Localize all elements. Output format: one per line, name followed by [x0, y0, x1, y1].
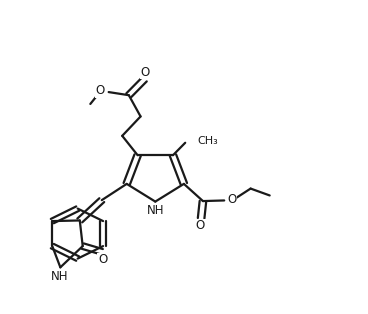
- Text: O: O: [228, 193, 237, 206]
- Text: O: O: [140, 66, 149, 78]
- Text: NH: NH: [147, 204, 165, 217]
- Text: O: O: [98, 253, 107, 266]
- Text: O: O: [196, 219, 205, 232]
- Text: O: O: [95, 84, 105, 97]
- Text: CH₃: CH₃: [197, 136, 218, 146]
- Text: NH: NH: [51, 270, 68, 283]
